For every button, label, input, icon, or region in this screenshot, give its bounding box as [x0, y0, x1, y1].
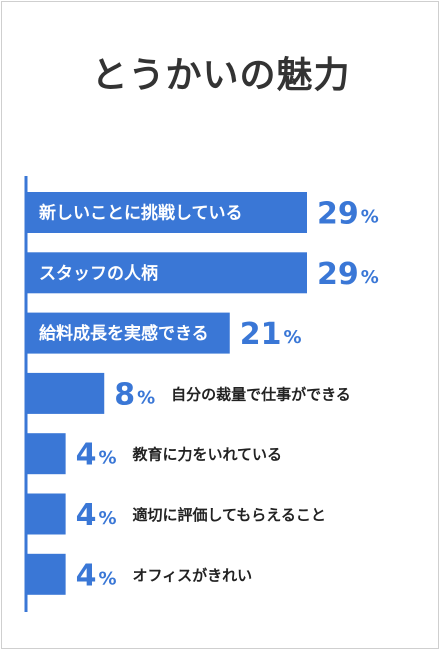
- bar-5: [27, 433, 66, 475]
- bar-1-unit-label: %: [361, 207, 379, 228]
- bar-5-unit-label: %: [98, 448, 116, 469]
- bar-4-value-label: 8: [114, 377, 135, 412]
- bar-3-unit-label: %: [284, 327, 302, 348]
- bar-5-category-label: 教育に力をいれている: [131, 446, 282, 464]
- bar-3-value-label: 21: [240, 317, 282, 352]
- bar-4-category-label: 自分の裁量で仕事ができる: [171, 385, 351, 403]
- bar-3-category-label: 給料成長を実感できる: [39, 323, 209, 344]
- bar-4: [27, 372, 105, 414]
- bar-2-category-label: スタッフの人柄: [39, 263, 158, 284]
- bar-7: [27, 553, 66, 595]
- bar-6-value-label: 4: [76, 498, 97, 533]
- bar-2: [27, 252, 307, 294]
- bar-6: [27, 493, 66, 535]
- bar-1-value-label: 29: [317, 197, 359, 232]
- bar-7-unit-label: %: [98, 568, 116, 589]
- bar-6-category-label: 適切に評価してもらえること: [132, 506, 325, 524]
- bar-5-value-label: 4: [76, 438, 97, 473]
- bar-7-value-label: 4: [76, 558, 97, 593]
- bar-7-category-label: オフィスがきれい: [132, 566, 252, 584]
- bar-2-unit-label: %: [361, 267, 379, 288]
- bar-1-category-label: 新しいことに挑戦している: [39, 203, 243, 224]
- bar-6-unit-label: %: [98, 508, 116, 529]
- chart-title: とうかいの魅力: [91, 55, 351, 96]
- bar-3: [27, 312, 230, 354]
- bar-2-value-label: 29: [317, 257, 359, 292]
- bar-4-unit-label: %: [137, 387, 155, 408]
- bar-1: [27, 192, 307, 233]
